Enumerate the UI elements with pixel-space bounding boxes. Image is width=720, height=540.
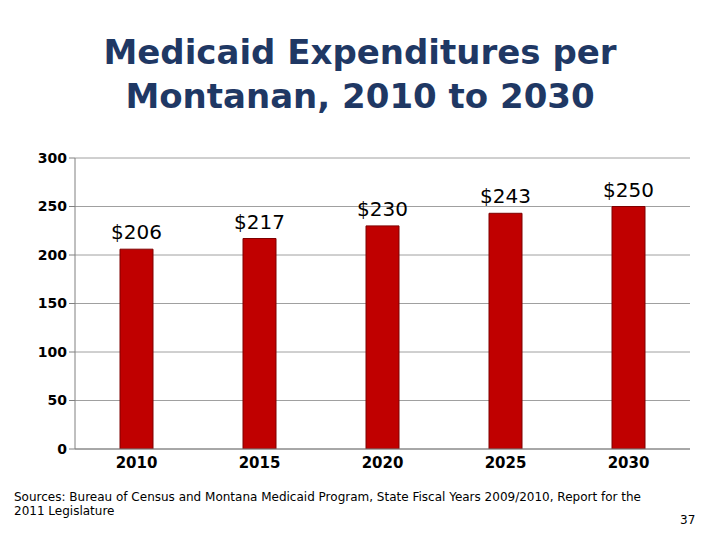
svg-text:$230: $230: [357, 197, 408, 221]
svg-text:2015: 2015: [239, 454, 281, 472]
svg-text:$206: $206: [111, 220, 162, 244]
svg-text:250: 250: [38, 198, 67, 214]
svg-text:150: 150: [38, 295, 67, 311]
svg-text:$217: $217: [234, 210, 285, 234]
svg-text:100: 100: [38, 344, 67, 360]
svg-text:$243: $243: [480, 184, 531, 208]
html-text:Medicaid Expenditures per Mont: Medicaid Expenditures per Montanan, 2010…: [103, 32, 617, 116]
svg-text:2010: 2010: [116, 454, 158, 472]
html-text:Sources: Bureau of Census and: Sources: Bureau of Census and Montana Me…: [14, 490, 641, 518]
svg-text:300: 300: [38, 150, 67, 166]
svg-text:2030: 2030: [608, 454, 650, 472]
svg-text:200: 200: [38, 247, 67, 263]
svg-text:50: 50: [48, 392, 68, 408]
svg-text:0: 0: [57, 441, 67, 457]
html-text:37: 37: [680, 513, 696, 527]
svg-text:2025: 2025: [485, 454, 527, 472]
svg-text:$250: $250: [603, 178, 654, 202]
svg-text:2020: 2020: [362, 454, 404, 472]
